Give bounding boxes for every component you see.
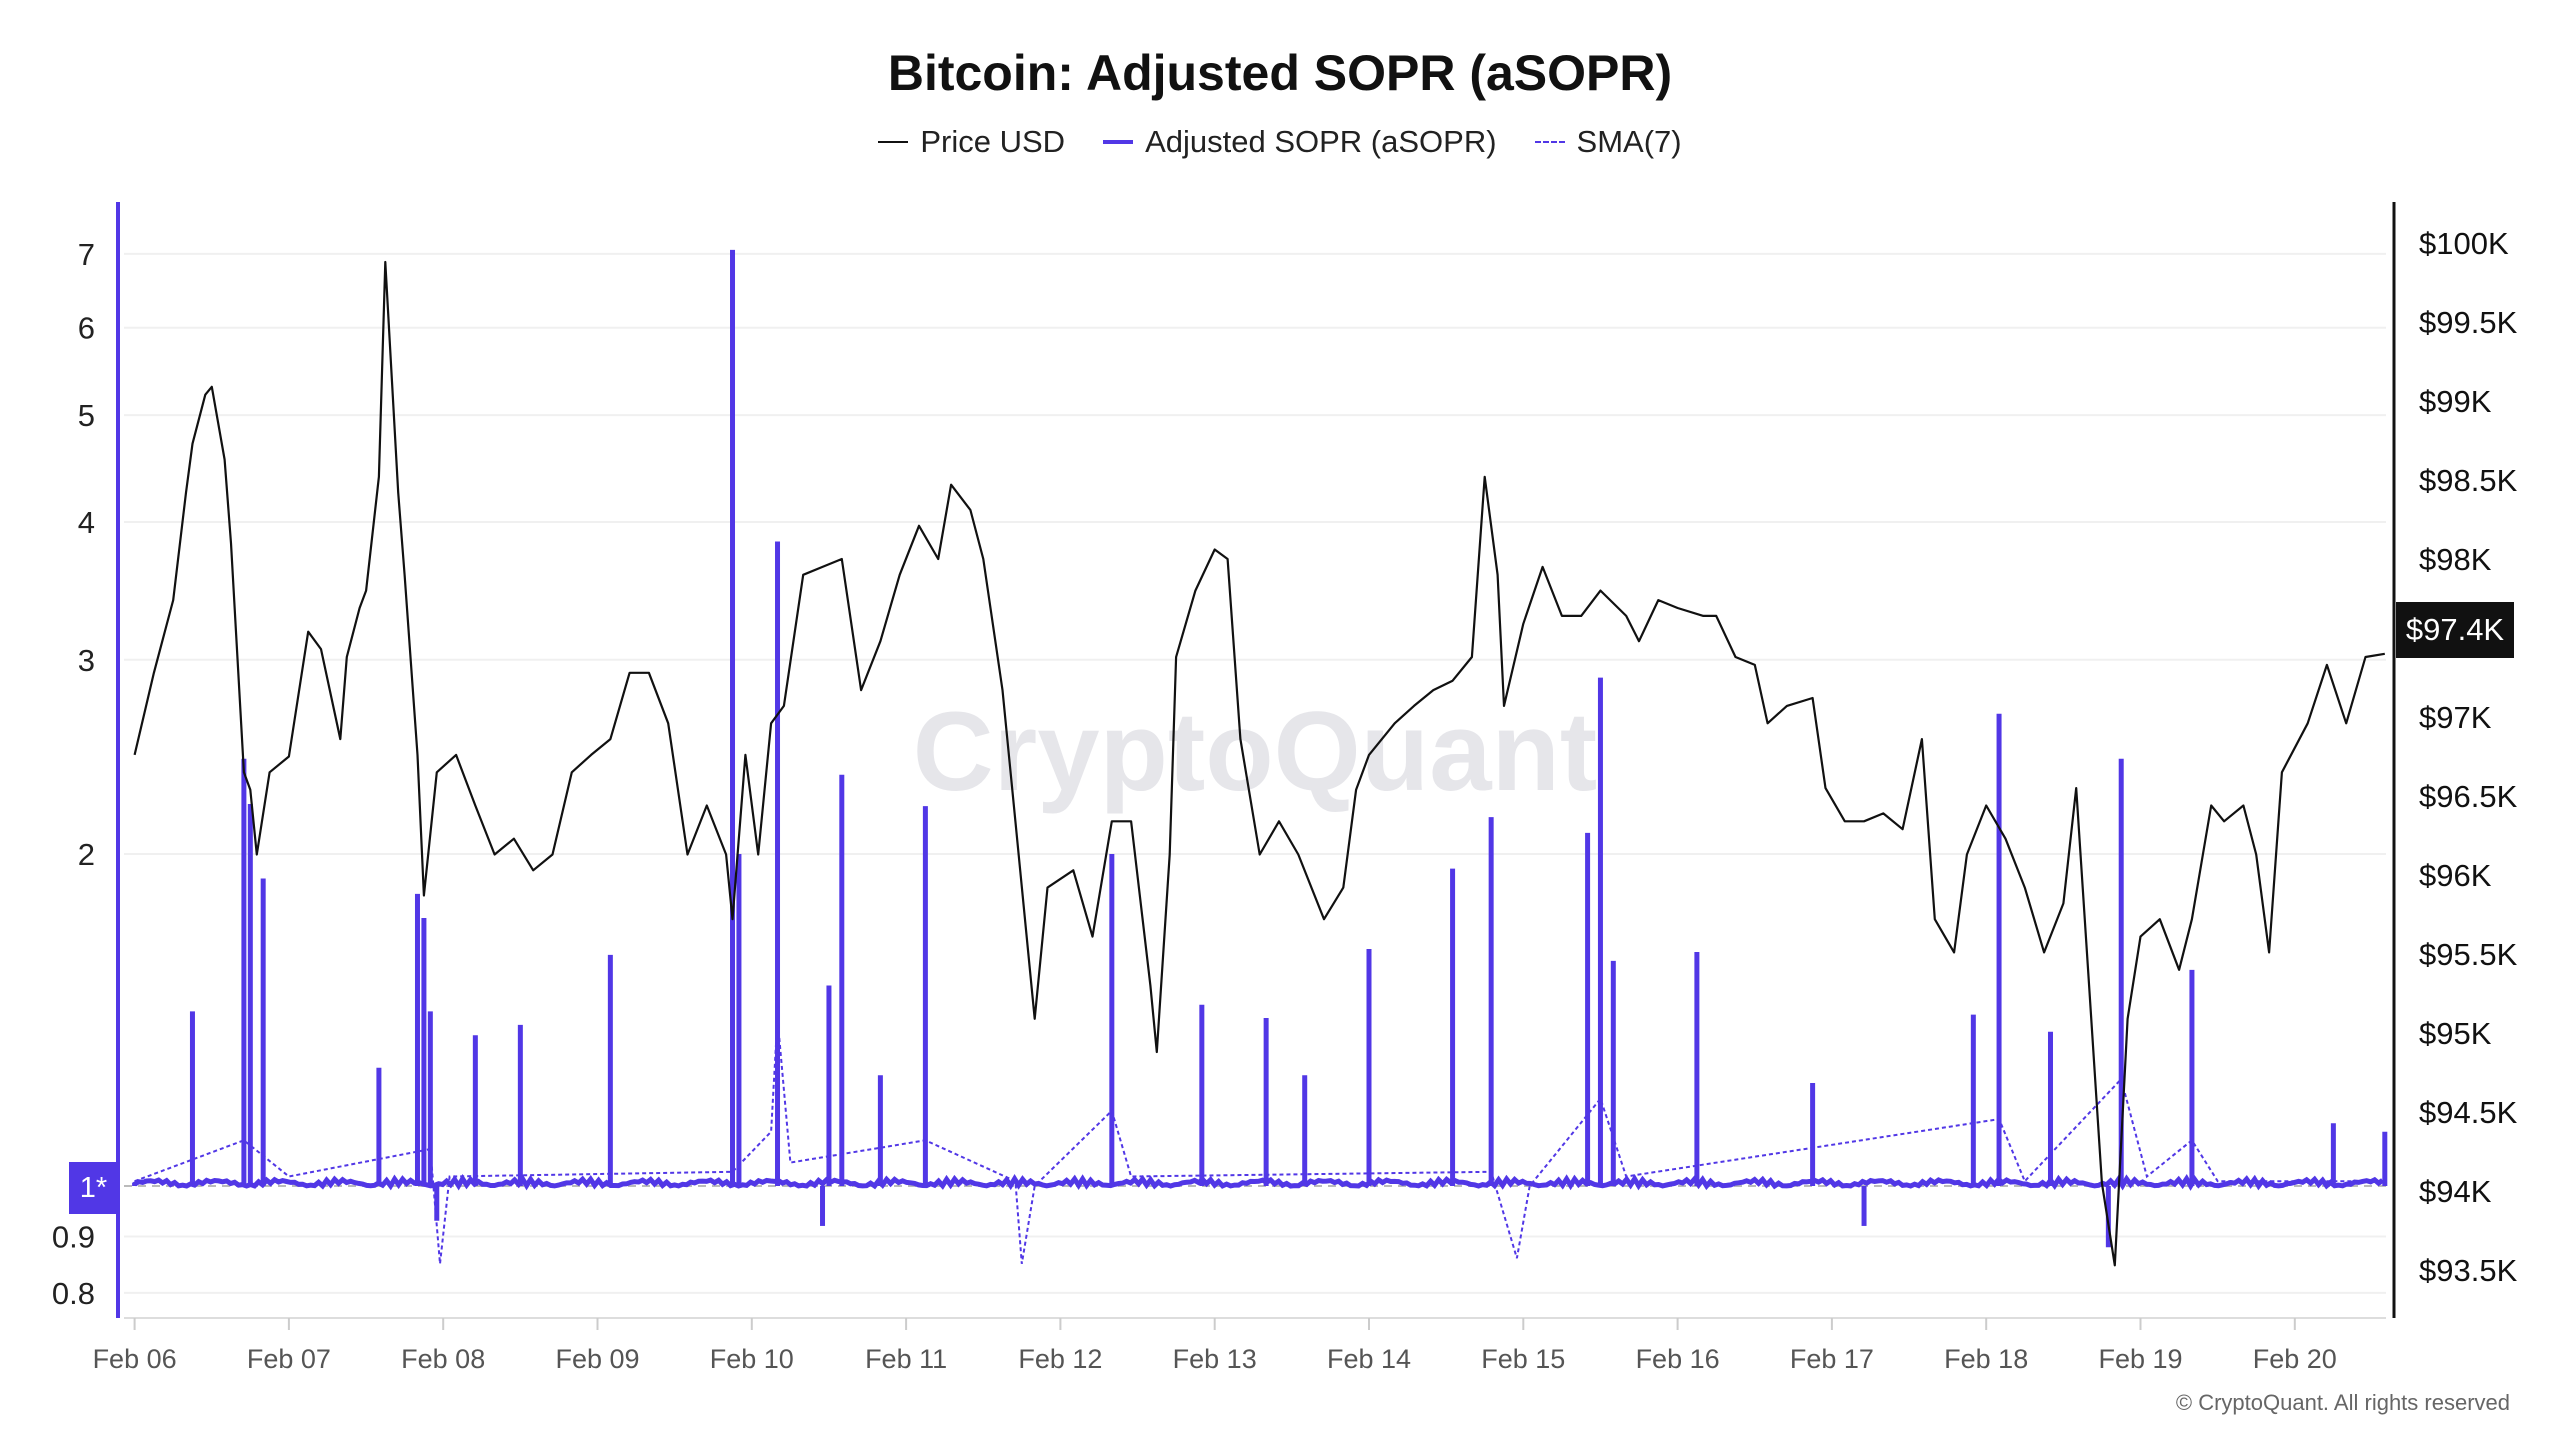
left-axis-tick-label: 6 [78,311,95,346]
last-price-label: $97.4K [2396,602,2514,658]
right-axis-tick-label: $94.5K [2419,1095,2518,1130]
chart-title: Bitcoin: Adjusted SOPR (aSOPR) [887,45,1673,101]
right-axis-tick-label: $100K [2419,226,2509,261]
sma7-line [134,1017,2385,1264]
right-axis-tick-label: $96K [2419,858,2492,893]
x-axis-tick-label: Feb 19 [2098,1344,2182,1374]
right-axis-tick-label: $96.5K [2419,779,2518,814]
right-axis-tick-label: $99.5K [2419,305,2518,340]
right-axis-tick-label: $98.5K [2419,463,2518,498]
left-axis-tick-label: 0.8 [52,1276,95,1311]
x-axis-tick-label: Feb 08 [401,1344,485,1374]
x-axis-tick-label: Feb 10 [710,1344,794,1374]
watermark: CryptoQuant [913,689,1597,814]
right-axis-tick-label: $94K [2419,1174,2492,1209]
legend-item-price[interactable]: Price USD [878,124,1065,160]
x-axis-tick-label: Feb 07 [247,1344,331,1374]
x-axis-tick-label: Feb 18 [1944,1344,2028,1374]
legend-swatch-asopr [1103,140,1134,144]
legend-item-asopr[interactable]: Adjusted SOPR (aSOPR) [1103,124,1497,160]
x-axis-tick-label: Feb 16 [1636,1344,1720,1374]
x-axis-tick-label: Feb 11 [865,1344,947,1374]
x-axis-tick-label: Feb 15 [1481,1344,1565,1374]
legend-swatch-price [878,141,909,143]
x-axis-tick-label: Feb 06 [93,1344,177,1374]
price-line [133,260,2385,1267]
legend-label-price: Price USD [920,124,1066,159]
copyright: © CryptoQuant. All rights reserved [2175,1390,2510,1415]
left-axis-tick-label: 7 [78,237,95,272]
x-axis-tick-label: Feb 20 [2253,1344,2337,1374]
right-axis-tick-label: $97K [2419,700,2492,735]
x-axis-tick-label: Feb 14 [1327,1344,1411,1374]
left-axis-tick-label: 0.9 [52,1219,95,1254]
right-axis-tick-label: $93.5K [2419,1253,2518,1288]
left-axis-tick-label: 3 [78,643,95,678]
legend-label-sma: SMA(7) [1576,124,1682,159]
right-axis-tick-label: $95K [2419,1016,2492,1051]
x-axis-tick-label: Feb 12 [1018,1344,1102,1374]
left-axis-tick-label: 5 [78,398,95,433]
legend-item-sma[interactable]: SMA(7) [1534,124,1682,160]
left-axis-tick-label: 2 [78,837,95,872]
legend-label-asopr: Adjusted SOPR (aSOPR) [1145,124,1497,159]
legend: Price USD Adjusted SOPR (aSOPR) SMA(7) [0,124,2560,160]
legend-swatch-sma [1534,141,1565,143]
reference-one-label: 1* [69,1162,118,1214]
x-axis-tick-label: Feb 13 [1173,1344,1257,1374]
left-axis-tick-label: 4 [78,505,95,540]
x-axis-tick-label: Feb 09 [555,1344,639,1374]
right-axis-tick-label: $95.5K [2419,937,2518,972]
asopr-line [132,1174,2385,1191]
right-axis-tick-label: $98K [2419,542,2492,577]
right-axis-tick-label: $99K [2419,384,2492,419]
x-axis-tick-label: Feb 17 [1790,1344,1874,1374]
